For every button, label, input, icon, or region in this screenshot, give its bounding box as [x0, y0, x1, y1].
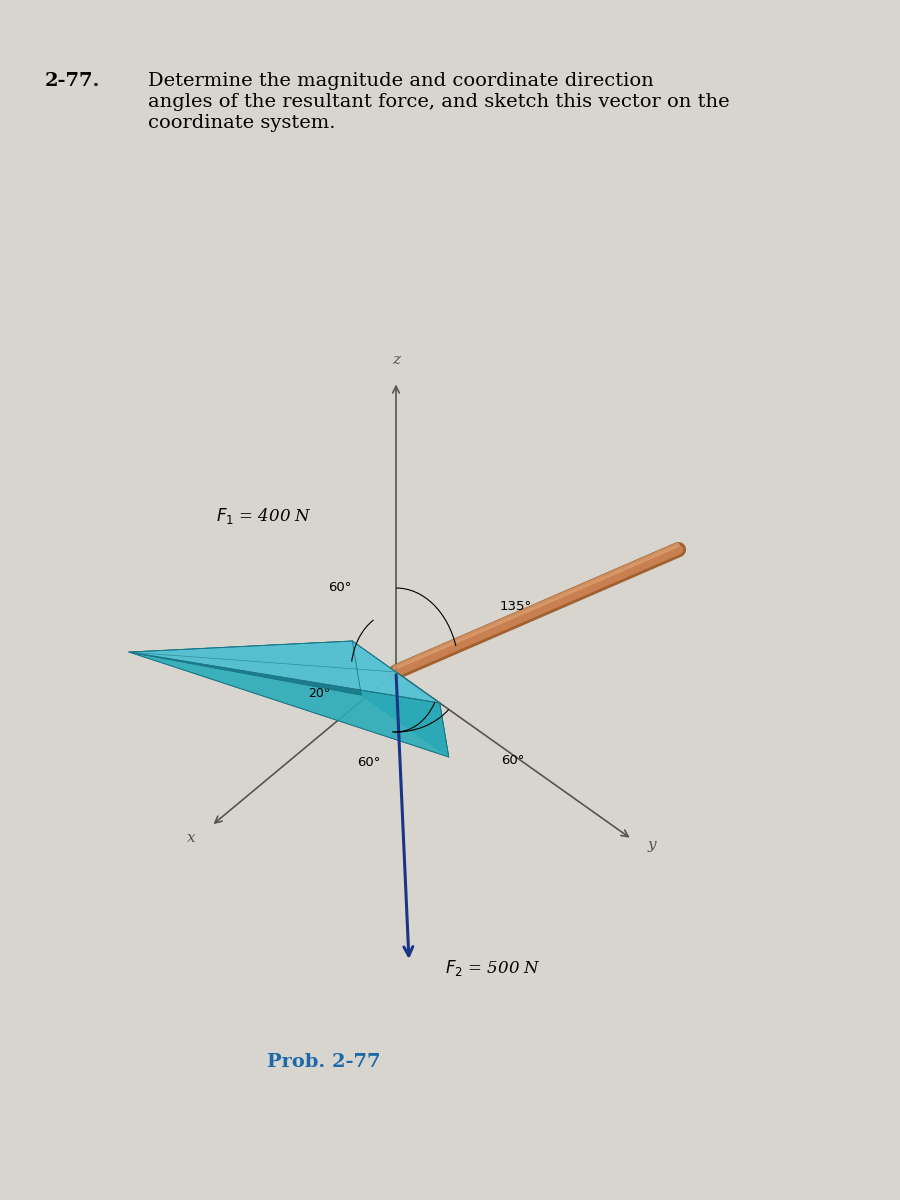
- Text: x: x: [187, 830, 196, 845]
- Text: $F_1$ = 400 N: $F_1$ = 400 N: [216, 506, 312, 526]
- Text: $F_2$ = 500 N: $F_2$ = 500 N: [445, 958, 541, 978]
- Text: y: y: [647, 839, 656, 852]
- Text: 20°: 20°: [309, 688, 330, 700]
- Polygon shape: [129, 652, 449, 757]
- Text: 2-77.: 2-77.: [45, 72, 101, 90]
- Text: Prob. 2-77: Prob. 2-77: [267, 1054, 381, 1070]
- Polygon shape: [129, 641, 361, 695]
- Text: z: z: [392, 353, 400, 367]
- Text: 60°: 60°: [328, 581, 352, 594]
- Polygon shape: [129, 641, 440, 703]
- Text: 60°: 60°: [501, 754, 525, 767]
- Polygon shape: [352, 641, 449, 757]
- Text: Determine the magnitude and coordinate direction
angles of the resultant force, : Determine the magnitude and coordinate d…: [148, 72, 730, 132]
- Text: 135°: 135°: [500, 600, 532, 612]
- Text: 60°: 60°: [357, 756, 381, 769]
